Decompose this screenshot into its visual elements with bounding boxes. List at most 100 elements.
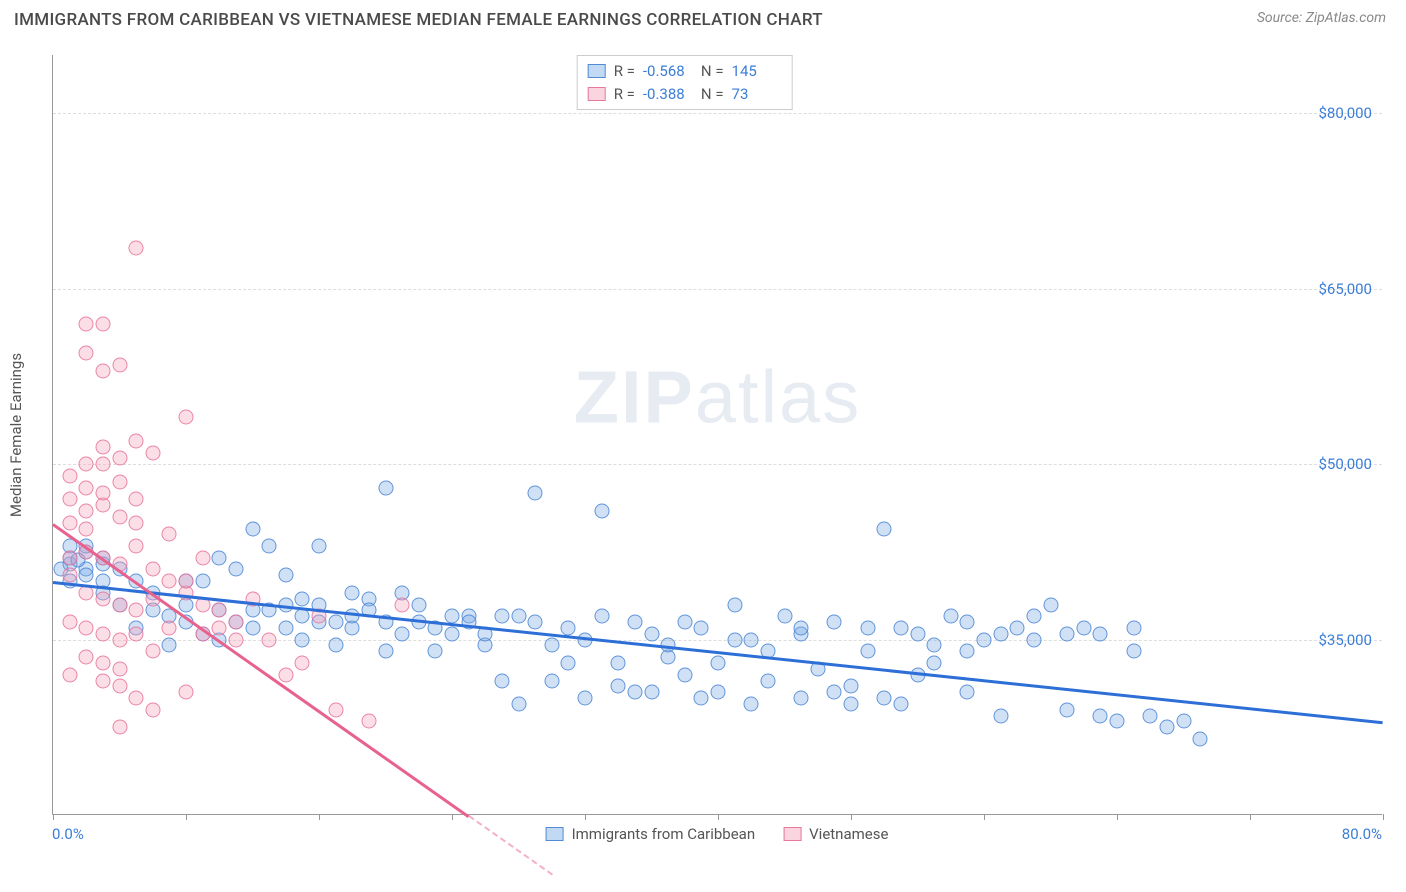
data-point: [179, 410, 194, 425]
data-point: [112, 720, 127, 735]
data-point: [494, 673, 509, 688]
data-point: [1193, 732, 1208, 747]
data-point: [228, 615, 243, 630]
data-point: [528, 615, 543, 630]
data-point: [445, 626, 460, 641]
data-point: [777, 609, 792, 624]
data-point: [145, 562, 160, 577]
x-tick: [1250, 814, 1251, 820]
gridline: [53, 113, 1382, 114]
data-point: [79, 480, 94, 495]
data-point: [411, 597, 426, 612]
data-point: [927, 656, 942, 671]
data-point: [79, 457, 94, 472]
data-point: [95, 486, 110, 501]
data-point: [711, 685, 726, 700]
data-point: [910, 626, 925, 641]
chart-title: IMMIGRANTS FROM CARIBBEAN VS VIETNAMESE …: [14, 10, 823, 30]
data-point: [794, 691, 809, 706]
data-point: [611, 656, 626, 671]
data-point: [844, 679, 859, 694]
data-point: [95, 457, 110, 472]
data-point: [1093, 626, 1108, 641]
data-point: [179, 685, 194, 700]
legend-item-series2: Vietnamese: [783, 825, 888, 843]
data-point: [79, 568, 94, 583]
data-point: [544, 638, 559, 653]
data-point: [129, 691, 144, 706]
data-point: [1159, 720, 1174, 735]
data-point: [611, 679, 626, 694]
data-point: [62, 515, 77, 530]
data-point: [312, 539, 327, 554]
data-point: [195, 550, 210, 565]
data-point: [112, 632, 127, 647]
data-point: [694, 620, 709, 635]
data-point: [129, 515, 144, 530]
data-point: [727, 597, 742, 612]
y-tick-label: $80,000: [1318, 104, 1372, 122]
data-point: [262, 539, 277, 554]
data-point: [79, 316, 94, 331]
data-point: [860, 644, 875, 659]
data-point: [129, 433, 144, 448]
data-point: [378, 644, 393, 659]
x-tick: [851, 814, 852, 820]
trend-line: [468, 815, 552, 875]
data-point: [79, 504, 94, 519]
swatch-series1: [588, 64, 606, 78]
data-point: [129, 626, 144, 641]
x-tick: [53, 814, 54, 820]
data-point: [594, 504, 609, 519]
data-point: [112, 597, 127, 612]
y-axis-title: Median Female Earnings: [7, 353, 25, 517]
data-point: [112, 451, 127, 466]
chart-plot-area: ZIPatlas $35,000$50,000$65,000$80,000 Me…: [52, 55, 1382, 815]
x-axis-max-label: 80.0%: [1342, 825, 1382, 843]
data-point: [228, 632, 243, 647]
data-point: [943, 609, 958, 624]
data-point: [79, 650, 94, 665]
x-tick: [1383, 814, 1384, 820]
legend-item-series1: Immigrants from Caribbean: [546, 825, 756, 843]
data-point: [827, 615, 842, 630]
data-point: [95, 673, 110, 688]
x-tick: [186, 814, 187, 820]
data-point: [877, 691, 892, 706]
data-point: [927, 638, 942, 653]
data-point: [677, 615, 692, 630]
data-point: [278, 568, 293, 583]
data-point: [129, 240, 144, 255]
data-point: [893, 620, 908, 635]
data-point: [627, 685, 642, 700]
gridline: [53, 464, 1382, 465]
data-point: [112, 474, 127, 489]
data-point: [245, 620, 260, 635]
series-legend: Immigrants from Caribbean Vietnamese: [546, 825, 889, 843]
data-point: [578, 691, 593, 706]
data-point: [877, 521, 892, 536]
data-point: [145, 644, 160, 659]
stats-row-series2: R = -0.388 N = 73: [588, 83, 782, 106]
data-point: [511, 609, 526, 624]
data-point: [445, 609, 460, 624]
data-point: [245, 521, 260, 536]
data-point: [112, 357, 127, 372]
legend-swatch-series2: [783, 827, 801, 841]
data-point: [179, 574, 194, 589]
x-tick: [319, 814, 320, 820]
data-point: [361, 714, 376, 729]
data-point: [844, 696, 859, 711]
data-point: [744, 632, 759, 647]
data-point: [727, 632, 742, 647]
data-point: [278, 620, 293, 635]
data-point: [1076, 620, 1091, 635]
data-point: [212, 603, 227, 618]
x-tick: [718, 814, 719, 820]
data-point: [827, 685, 842, 700]
data-point: [112, 661, 127, 676]
data-point: [62, 667, 77, 682]
data-point: [145, 445, 160, 460]
data-point: [129, 539, 144, 554]
data-point: [511, 696, 526, 711]
